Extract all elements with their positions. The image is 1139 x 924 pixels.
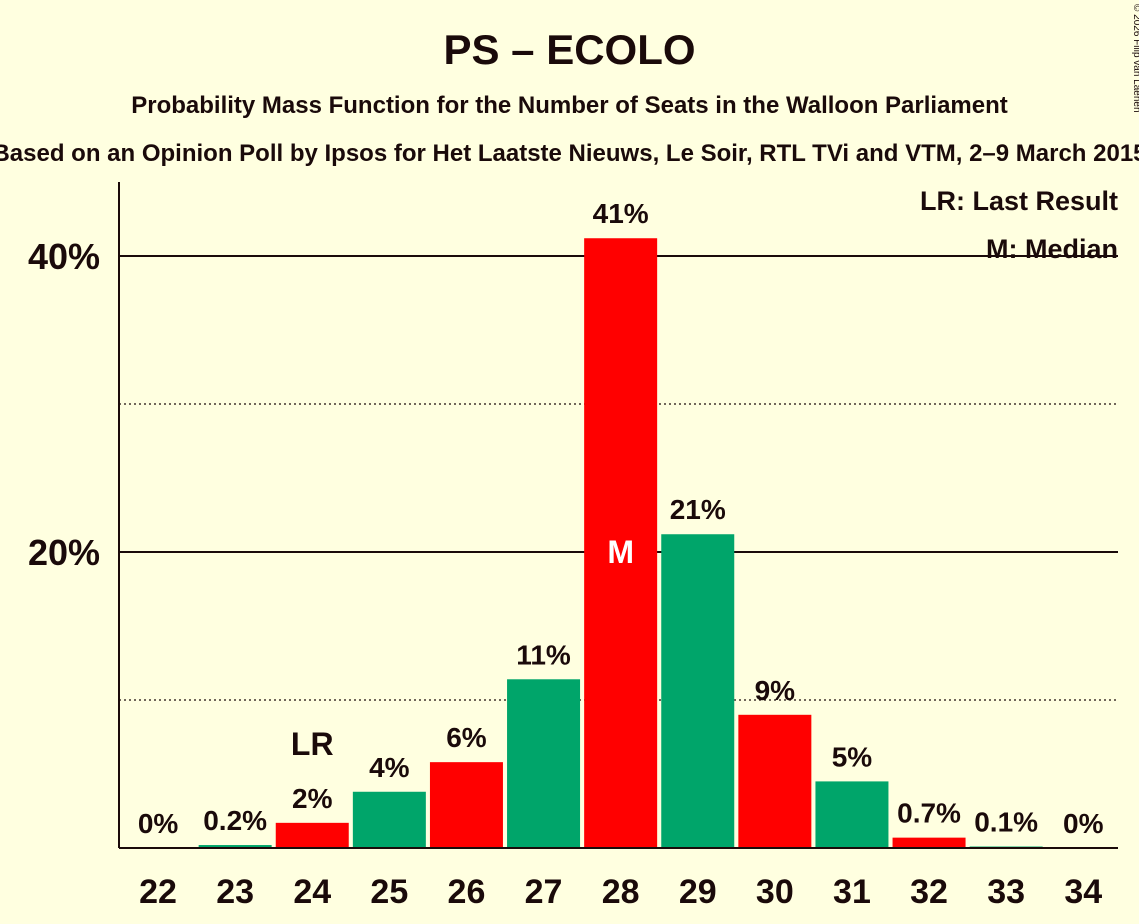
legend-entry: M: Median bbox=[986, 234, 1118, 264]
x-tick-label: 25 bbox=[370, 873, 408, 911]
y-tick-label: 40% bbox=[28, 236, 100, 277]
bar-26 bbox=[429, 762, 503, 848]
value-label: 41% bbox=[593, 198, 649, 229]
x-tick-label: 27 bbox=[525, 873, 563, 911]
value-label: 9% bbox=[755, 675, 796, 706]
x-tick-label: 31 bbox=[833, 873, 871, 911]
x-tick-label: 34 bbox=[1064, 873, 1102, 911]
value-label: 11% bbox=[516, 639, 571, 670]
bar-23 bbox=[198, 845, 272, 848]
value-label: 5% bbox=[832, 741, 873, 772]
bar-27 bbox=[507, 679, 581, 848]
y-tick-label: 20% bbox=[28, 532, 100, 573]
bar-24 bbox=[275, 822, 349, 848]
axes bbox=[118, 182, 1118, 849]
bar-30 bbox=[738, 714, 812, 848]
bar-32 bbox=[892, 837, 966, 848]
chart-source: Based on an Opinion Poll by Ipsos for He… bbox=[0, 140, 1139, 167]
bar-28 bbox=[584, 238, 658, 849]
bar-31 bbox=[815, 781, 889, 848]
x-tick-label: 23 bbox=[216, 873, 254, 911]
value-label: 0% bbox=[1063, 808, 1104, 839]
x-tick-label: 29 bbox=[679, 873, 717, 911]
copyright-note: © 2026 Filip van Laenen bbox=[1131, 4, 1139, 113]
value-label: 0% bbox=[138, 808, 179, 839]
x-tick-label: 30 bbox=[756, 873, 794, 911]
legend: LR: Last Result M: Median bbox=[920, 186, 1118, 264]
chart-subtitle: Probability Mass Function for the Number… bbox=[131, 92, 1008, 119]
value-label: 0.2% bbox=[203, 805, 267, 836]
legend-entry: LR: Last Result bbox=[920, 186, 1118, 216]
x-tick-label: 26 bbox=[448, 873, 486, 911]
value-label: 0.1% bbox=[974, 807, 1038, 838]
last-result-marker: LR bbox=[291, 726, 334, 762]
bar-25 bbox=[352, 791, 426, 848]
value-label: 21% bbox=[670, 494, 726, 525]
x-tick-label: 32 bbox=[910, 873, 948, 911]
value-label: 4% bbox=[369, 752, 410, 783]
bar-29 bbox=[661, 534, 735, 848]
chart-title: PS – ECOLO bbox=[443, 26, 695, 73]
x-tick-label: 33 bbox=[987, 873, 1025, 911]
median-marker: M bbox=[607, 534, 634, 570]
data-labels: 0% 22 0.2% 23 2% 24 LR 4% 25 6% 26 11% 27 41% 28 M 21% 29… bbox=[138, 198, 1104, 911]
gridlines: 20% 40% bbox=[28, 236, 1118, 701]
x-tick-label: 28 bbox=[602, 873, 640, 911]
value-label: 2% bbox=[292, 783, 333, 814]
value-label: 6% bbox=[446, 722, 487, 753]
bars bbox=[198, 238, 1043, 849]
x-tick-label: 24 bbox=[293, 873, 331, 911]
value-label: 0.7% bbox=[897, 798, 961, 829]
x-tick-label: 22 bbox=[139, 873, 177, 911]
